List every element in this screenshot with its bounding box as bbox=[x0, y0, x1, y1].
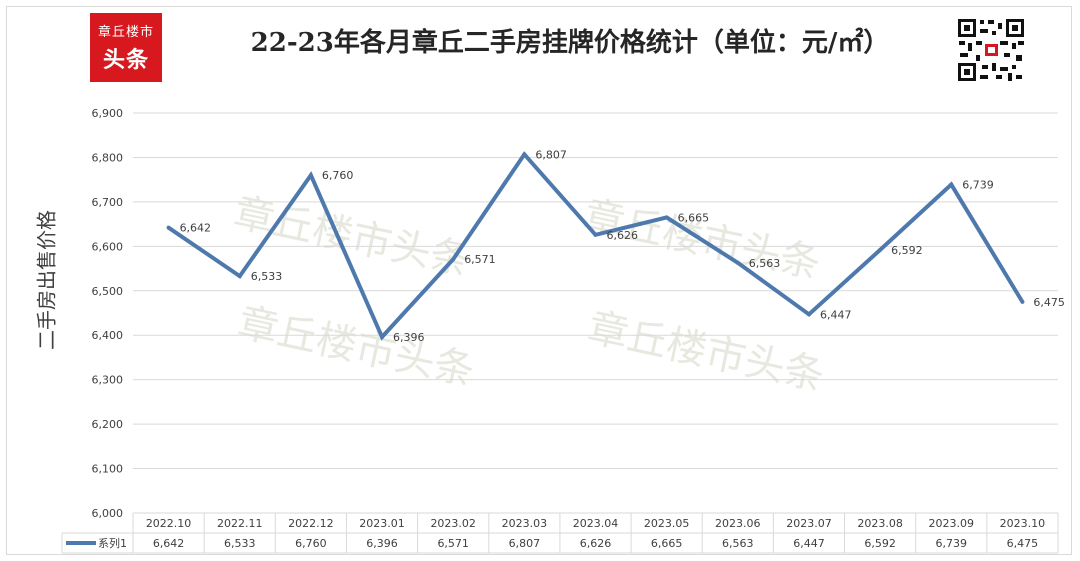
x-tick-label: 2023.03 bbox=[502, 517, 548, 530]
y-tick-label: 6,400 bbox=[92, 329, 124, 342]
watermark-text: 章丘楼市头条 bbox=[584, 305, 828, 400]
y-tick-label: 6,800 bbox=[92, 151, 124, 164]
watermark-text: 章丘楼市头条 bbox=[234, 300, 478, 395]
data-point bbox=[593, 232, 598, 237]
x-tick-label: 2023.04 bbox=[573, 517, 619, 530]
x-tick-label: 2023.01 bbox=[359, 517, 405, 530]
y-tick-label: 6,200 bbox=[92, 418, 124, 431]
y-tick-label: 6,600 bbox=[92, 240, 124, 253]
y-tick-label: 6,100 bbox=[92, 463, 124, 476]
chart-title: 22-23年各月章丘二手房挂牌价格统计（单位：元/㎡） bbox=[250, 28, 890, 58]
x-tick-label: 2022.10 bbox=[146, 517, 192, 530]
x-tick-label: 2023.02 bbox=[430, 517, 476, 530]
data-point bbox=[237, 274, 242, 279]
data-point bbox=[949, 182, 954, 187]
brand-logo: 章丘楼市 头条 bbox=[90, 13, 162, 82]
x-tick-label: 2023.06 bbox=[715, 517, 761, 530]
data-label: 6,807 bbox=[535, 148, 567, 161]
table-value: 6,642 bbox=[153, 537, 185, 550]
data-label: 6,665 bbox=[678, 211, 710, 224]
data-label: 6,642 bbox=[180, 222, 212, 235]
logo-line2: 头条 bbox=[102, 48, 149, 73]
x-tick-label: 2023.09 bbox=[929, 517, 975, 530]
data-label: 6,396 bbox=[393, 331, 425, 344]
y-tick-label: 6,500 bbox=[92, 285, 124, 298]
data-point bbox=[1020, 299, 1025, 304]
chart-frame bbox=[6, 6, 1072, 555]
data-point bbox=[878, 247, 883, 252]
x-tick-label: 2023.10 bbox=[1000, 517, 1046, 530]
table-value: 6,807 bbox=[509, 537, 541, 550]
data-label: 6,563 bbox=[749, 257, 781, 270]
data-label: 6,739 bbox=[962, 179, 994, 192]
data-point bbox=[166, 225, 171, 230]
data-point bbox=[308, 173, 313, 178]
data-point bbox=[451, 257, 456, 262]
x-tick-label: 2023.08 bbox=[857, 517, 903, 530]
table-value: 6,447 bbox=[793, 537, 825, 550]
x-tick-label: 2022.12 bbox=[288, 517, 334, 530]
table-value: 6,592 bbox=[864, 537, 896, 550]
data-label: 6,533 bbox=[251, 270, 283, 283]
table-value: 6,571 bbox=[437, 537, 469, 550]
x-tick-label: 2023.05 bbox=[644, 517, 690, 530]
y-tick-label: 6,900 bbox=[92, 107, 124, 120]
data-label: 6,447 bbox=[820, 308, 852, 321]
data-point bbox=[380, 335, 385, 339]
legend-label: 系列1 bbox=[98, 536, 127, 550]
x-tick-label: 2023.07 bbox=[786, 517, 832, 530]
table-value: 6,533 bbox=[224, 537, 256, 550]
data-point bbox=[806, 312, 811, 317]
y-tick-label: 6,700 bbox=[92, 196, 124, 209]
data-label: 6,626 bbox=[607, 229, 639, 242]
table-value: 6,626 bbox=[580, 537, 612, 550]
table-value: 6,396 bbox=[366, 537, 398, 550]
table-value: 6,665 bbox=[651, 537, 683, 550]
data-label: 6,475 bbox=[1033, 296, 1065, 309]
table-value: 6,563 bbox=[722, 537, 754, 550]
table-value: 6,739 bbox=[936, 537, 968, 550]
data-point bbox=[522, 152, 527, 157]
qr-code-icon bbox=[956, 17, 1026, 83]
data-point bbox=[664, 215, 669, 220]
data-label: 6,571 bbox=[464, 253, 496, 266]
data-point bbox=[735, 260, 740, 265]
y-tick-label: 6,300 bbox=[92, 374, 124, 387]
y-tick-label: 6,000 bbox=[92, 507, 124, 520]
logo-line1: 章丘楼市 bbox=[97, 25, 154, 40]
x-tick-label: 2022.11 bbox=[217, 517, 263, 530]
data-label: 6,760 bbox=[322, 169, 354, 182]
table-value: 6,760 bbox=[295, 537, 327, 550]
table-value: 6,475 bbox=[1007, 537, 1039, 550]
data-label: 6,592 bbox=[891, 244, 923, 257]
